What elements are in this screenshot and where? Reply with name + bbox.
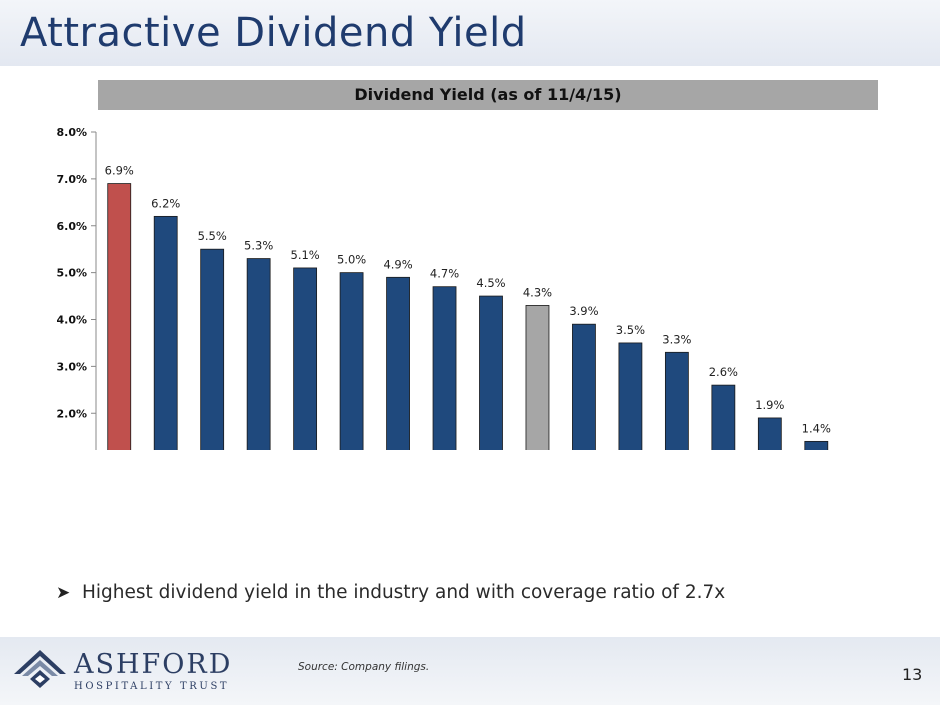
brand-subtitle: HOSPITALITY TRUST <box>74 681 230 692</box>
bar-hst <box>386 276 410 450</box>
data-label: 3.5% <box>616 323 645 337</box>
data-label: 5.5% <box>198 229 227 243</box>
bullet-item: ➤ Highest dividend yield in the industry … <box>56 582 725 603</box>
data-label: 2.6% <box>709 365 738 379</box>
bar-inn <box>618 342 643 450</box>
brand-name: ASHFORD <box>74 649 233 680</box>
bar-chsp <box>339 272 364 450</box>
bar-fch <box>757 417 782 450</box>
data-label: 5.1% <box>291 248 320 262</box>
y-tick-label: 7.0% <box>56 173 87 186</box>
bar-ht <box>479 295 503 450</box>
title-bar: Attractive Dividend Yield <box>0 0 940 66</box>
y-tick-label: 6.0% <box>56 220 87 233</box>
data-label: 1.9% <box>755 398 784 412</box>
bar-aple <box>153 215 178 450</box>
dividend-yield-chart: 0.0%1.0%2.0%3.0%4.0%5.0%6.0%7.0%8.0%6.9%… <box>56 126 831 450</box>
data-label: 5.0% <box>337 253 366 267</box>
data-label: 3.9% <box>569 304 598 318</box>
bar-aht <box>107 183 132 450</box>
data-label: 4.5% <box>476 276 505 290</box>
bar-peer-avg <box>525 305 550 450</box>
bar-rlj <box>293 267 318 450</box>
chart-title: Dividend Yield (as of 11/4/15) <box>98 80 878 110</box>
y-tick-label: 8.0% <box>56 126 87 139</box>
bar-xhr <box>246 258 271 450</box>
ashford-logo-icon <box>14 650 66 688</box>
data-label: 6.2% <box>151 196 180 210</box>
bar-sho <box>804 440 829 450</box>
y-tick-label: 2.0% <box>56 407 87 420</box>
bar-peb <box>664 351 689 450</box>
page-number: 13 <box>902 665 923 684</box>
source-note: Source: Company filings. <box>298 661 430 673</box>
data-label: 4.9% <box>383 257 412 271</box>
data-label: 1.4% <box>802 421 831 435</box>
y-tick-label: 4.0% <box>56 314 87 327</box>
bullet-text: Highest dividend yield in the industry a… <box>82 582 726 603</box>
bar-ahp <box>711 384 736 450</box>
data-label: 3.3% <box>662 332 691 346</box>
footer-bar <box>0 637 940 705</box>
page-title: Attractive Dividend Yield <box>20 10 527 56</box>
data-label: 4.7% <box>430 267 459 281</box>
data-label: 6.9% <box>105 164 134 178</box>
data-label: 5.3% <box>244 239 273 253</box>
data-label: 4.3% <box>523 285 552 299</box>
bar-drh <box>572 323 596 450</box>
y-tick-label: 5.0% <box>56 267 87 280</box>
bar-lho <box>200 248 225 450</box>
arrow-bullet-icon: ➤ <box>56 583 71 603</box>
bar-cldt <box>432 286 457 450</box>
y-tick-label: 3.0% <box>56 360 87 373</box>
brand-logotype: ASHFORD HOSPITALITY TRUST <box>74 650 232 694</box>
